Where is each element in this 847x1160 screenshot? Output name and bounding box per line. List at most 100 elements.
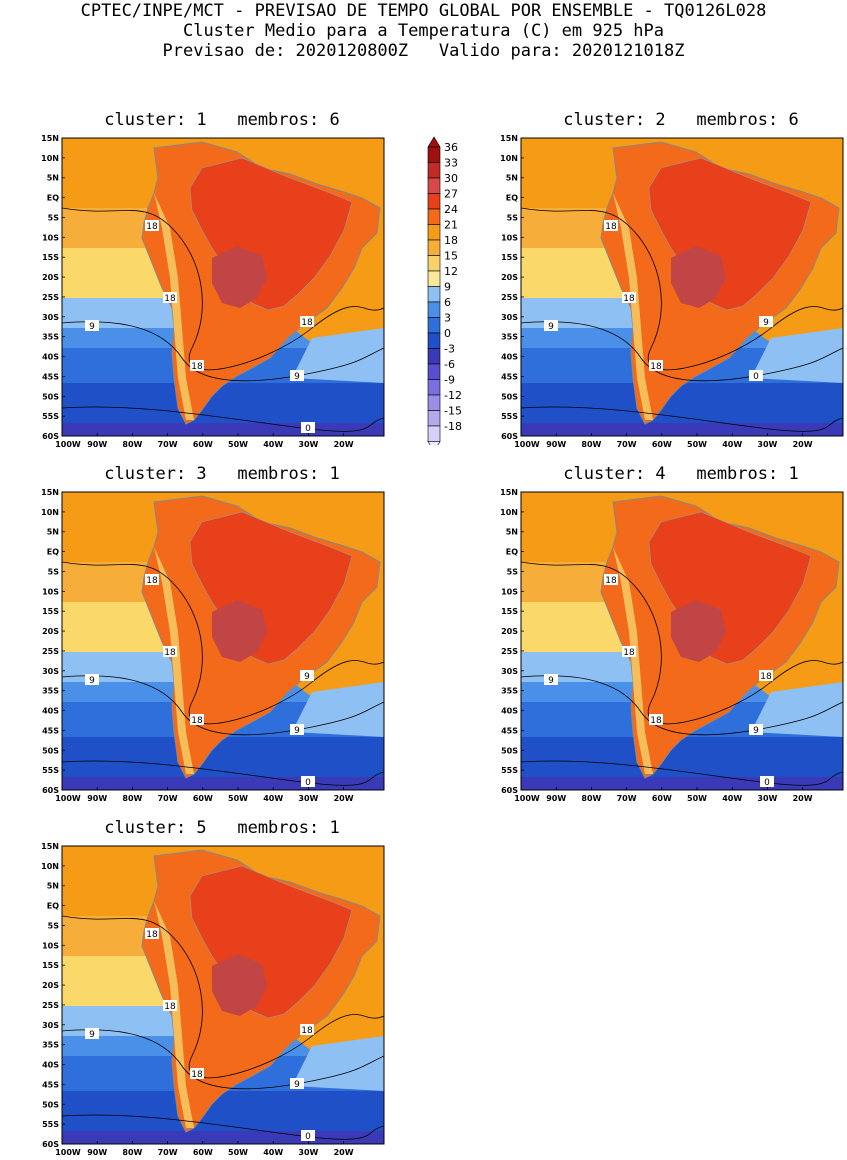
contour-label: 18	[622, 646, 636, 658]
lat-tick-label: 10N	[41, 154, 59, 163]
lat-tick-label: 30S	[501, 667, 518, 676]
lon-tick-label: 70W	[158, 440, 178, 449]
colorbar-tick-label: -18	[444, 420, 462, 433]
contour-label: 9	[85, 1028, 99, 1040]
svg-text:18: 18	[760, 672, 772, 682]
contour-label: 18	[622, 292, 636, 304]
lat-tick-label: 25S	[42, 647, 59, 656]
lat-tick-label: 45S	[42, 372, 59, 381]
hot-core-region	[212, 954, 267, 1016]
lat-tick-label: 30S	[42, 667, 59, 676]
temperature-map: 18 18 18 18 9 9 0 15N 10N 5N EQ 5S 10S 15S 20S 25S 30S 35…	[491, 488, 847, 806]
chart-title-line2: Cluster Medio para a Temperatura (C) em …	[182, 21, 665, 41]
svg-text:9: 9	[89, 322, 95, 332]
lat-tick-label: 5S	[507, 567, 519, 576]
colorbar-tick-label: 27	[444, 188, 458, 201]
temperature-band	[521, 737, 843, 777]
colorbar-swatch	[427, 193, 441, 210]
lon-tick-label: 70W	[617, 794, 637, 803]
contour-line	[62, 1114, 384, 1140]
map-svg: 18 18 18 18 9 9 0 15N 10N 5N EQ 5S 10S 15S 20S 25S 30S 35…	[500, 488, 844, 803]
colorbar-tick-label: 24	[444, 203, 458, 216]
svg-text:0: 0	[753, 372, 759, 382]
contour-label: 18	[300, 316, 314, 328]
lon-tick-label: 100W	[55, 1148, 81, 1157]
lat-tick-label: 30S	[42, 1021, 59, 1030]
contour-label: 18	[604, 220, 618, 232]
colorbar-swatch	[427, 162, 441, 179]
svg-text:0: 0	[305, 424, 311, 434]
lat-tick-label: 35S	[42, 687, 59, 696]
lat-tick-label: 60S	[501, 786, 518, 795]
lat-tick-label: 15N	[41, 488, 59, 497]
lat-tick-label: 60S	[501, 432, 518, 441]
panel-title: cluster: 4 membros: 1	[563, 464, 799, 484]
lat-tick-label: 20S	[42, 627, 59, 636]
lat-tick-label: 25S	[42, 293, 59, 302]
lat-tick-label: 20S	[501, 273, 518, 282]
colorbar-bottom-arrow	[427, 441, 441, 453]
lon-tick-label: 100W	[55, 794, 81, 803]
lat-tick-label: 10N	[500, 154, 518, 163]
contour-label: 18	[163, 292, 177, 304]
lat-tick-label: 10S	[501, 587, 518, 596]
colorbar-tick-label: -12	[444, 389, 462, 402]
contour-label: 18	[759, 670, 773, 682]
lat-tick-label: 60S	[42, 1140, 59, 1149]
contour-line	[521, 207, 843, 371]
contour-label: 18	[145, 574, 159, 586]
lat-tick-label: 35S	[42, 333, 59, 342]
lat-tick-label: 55S	[501, 412, 518, 421]
svg-text:9: 9	[294, 1080, 300, 1090]
lon-tick-label: 30W	[298, 440, 318, 449]
lat-tick-label: 20S	[42, 981, 59, 990]
map-svg: 18 18 18 18 9 9 0 15N 10N 5N EQ 5S 10S 15S 20S 25S 30S 35…	[41, 842, 385, 1157]
lat-tick-label: 15S	[42, 607, 59, 616]
contour-label: 18	[649, 714, 663, 726]
temperature-map: 18 18 18 18 9 9 0 15N 10N 5N EQ 5S 10S 15S 20S 25S 30S 35…	[32, 842, 394, 1160]
lat-tick-label: EQ	[506, 194, 518, 203]
contour-label: 0	[760, 776, 774, 788]
lat-tick-label: EQ	[47, 548, 59, 557]
lat-tick-label: 20S	[501, 627, 518, 636]
colorbar-swatch	[427, 394, 441, 411]
lon-tick-label: 30W	[757, 440, 777, 449]
lat-tick-label: 15S	[42, 253, 59, 262]
lon-tick-label: 90W	[87, 794, 107, 803]
colorbar-tick-label: 15	[444, 250, 458, 263]
lon-tick-label: 50W	[687, 440, 707, 449]
colorbar-tick-label: 3	[444, 312, 451, 325]
svg-text:9: 9	[548, 676, 554, 686]
lon-tick-label: 100W	[514, 440, 540, 449]
lat-tick-label: 55S	[42, 412, 59, 421]
contour-label: 0	[749, 370, 763, 382]
lat-tick-label: 10S	[501, 233, 518, 242]
lat-tick-label: 60S	[42, 786, 59, 795]
lon-tick-label: 60W	[652, 794, 672, 803]
lon-tick-label: 90W	[546, 440, 566, 449]
svg-text:9: 9	[89, 1030, 95, 1040]
lat-tick-label: 10S	[42, 941, 59, 950]
lon-tick-label: 70W	[617, 440, 637, 449]
hot-core-region	[212, 600, 267, 662]
contour-line	[62, 915, 384, 1079]
contour-label: 9	[85, 674, 99, 686]
lat-tick-label: 45S	[501, 726, 518, 735]
contour-label: 0	[301, 776, 315, 788]
svg-text:18: 18	[650, 362, 662, 372]
lat-tick-label: EQ	[506, 548, 518, 557]
colorbar-swatch	[427, 332, 441, 349]
svg-text:18: 18	[301, 318, 313, 328]
lat-tick-label: 15N	[41, 134, 59, 143]
colorbar: 36 33 30 27 24 21 18 15 12 9 6 3 0 -3 -6 -9 -12 -15 -18	[424, 135, 472, 453]
colorbar-swatch	[427, 208, 441, 225]
cool-ocean-region	[292, 1036, 384, 1091]
temperature-band	[62, 423, 384, 436]
contour-line	[521, 561, 843, 725]
contour-label: 18	[163, 1000, 177, 1012]
svg-text:18: 18	[164, 294, 176, 304]
contour-label: 18	[190, 1068, 204, 1080]
lon-tick-label: 20W	[334, 1148, 354, 1157]
contour-label: 9	[544, 320, 558, 332]
map-frame	[520, 491, 844, 791]
